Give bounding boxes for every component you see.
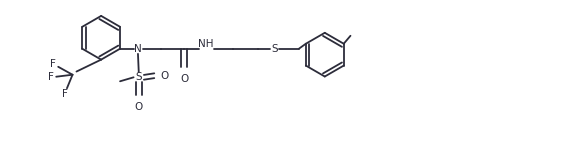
- Text: F: F: [63, 89, 68, 99]
- Text: O: O: [161, 71, 169, 81]
- Text: F: F: [48, 72, 54, 82]
- Text: S: S: [135, 72, 142, 82]
- Text: F: F: [51, 59, 56, 69]
- Text: N: N: [134, 44, 142, 54]
- Text: O: O: [135, 102, 143, 112]
- Text: NH: NH: [198, 39, 214, 49]
- Text: S: S: [271, 44, 277, 54]
- Text: O: O: [180, 73, 188, 83]
